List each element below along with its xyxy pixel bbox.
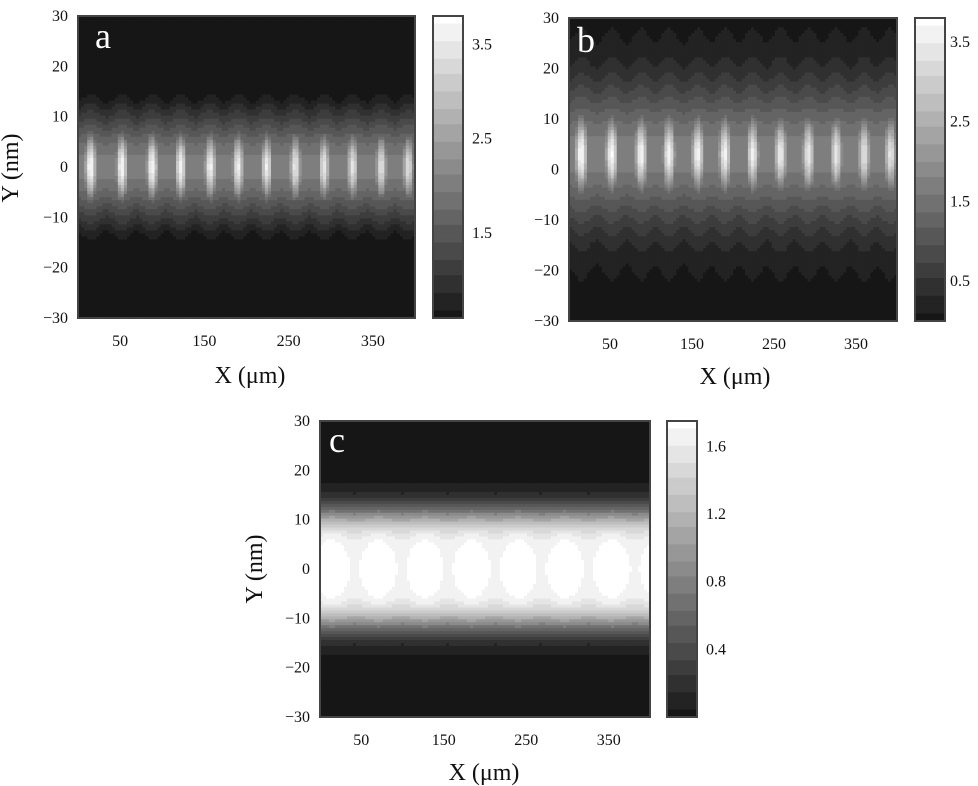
heatmap-a	[78, 16, 416, 319]
